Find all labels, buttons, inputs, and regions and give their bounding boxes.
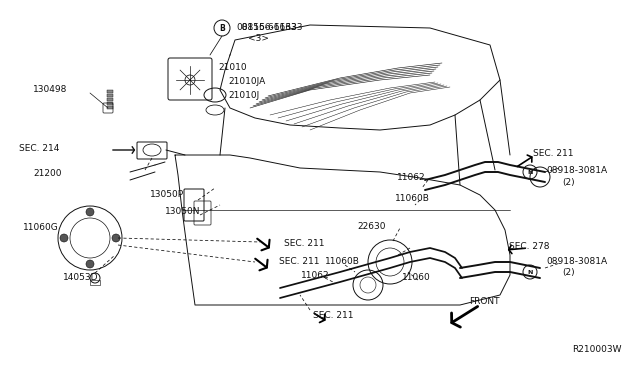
Text: 21200: 21200 (33, 169, 61, 177)
Text: 08918-3081A: 08918-3081A (546, 166, 607, 174)
Text: 21010J: 21010J (228, 90, 259, 99)
Text: SEC. 211: SEC. 211 (284, 238, 324, 247)
Circle shape (112, 234, 120, 242)
Text: 08918-3081A: 08918-3081A (546, 257, 607, 266)
FancyBboxPatch shape (107, 106, 113, 109)
Text: N: N (527, 170, 532, 174)
FancyBboxPatch shape (107, 102, 113, 105)
FancyBboxPatch shape (107, 90, 113, 93)
Text: SEC. 211: SEC. 211 (533, 148, 573, 157)
Text: N: N (527, 269, 532, 275)
Text: 08156-61633: 08156-61633 (236, 22, 297, 32)
Text: 21010JA: 21010JA (228, 77, 265, 86)
Text: 13050P: 13050P (150, 189, 184, 199)
Text: 22630: 22630 (357, 221, 385, 231)
FancyBboxPatch shape (107, 94, 113, 97)
Text: SEC. 214: SEC. 214 (19, 144, 60, 153)
Text: <3>: <3> (248, 33, 269, 42)
Text: 21010: 21010 (218, 62, 246, 71)
Text: 11060B: 11060B (395, 193, 430, 202)
Text: B: B (219, 23, 225, 32)
Text: 11060G: 11060G (23, 222, 59, 231)
Text: 14053D: 14053D (63, 273, 99, 282)
Circle shape (60, 234, 68, 242)
Text: 13050N: 13050N (165, 206, 200, 215)
Text: FRONT: FRONT (469, 296, 499, 305)
Text: 11060: 11060 (402, 273, 431, 282)
Text: 11060B: 11060B (325, 257, 360, 266)
Text: SEC. 211: SEC. 211 (279, 257, 319, 266)
Text: SEC. 211: SEC. 211 (313, 311, 353, 321)
Text: 130498: 130498 (33, 84, 67, 93)
Text: 11062: 11062 (397, 173, 426, 182)
Circle shape (86, 260, 94, 268)
Text: (2): (2) (562, 269, 575, 278)
Circle shape (86, 208, 94, 216)
Text: SEC. 278: SEC. 278 (509, 241, 550, 250)
Text: 08156-61633: 08156-61633 (236, 22, 303, 32)
Text: (2): (2) (562, 177, 575, 186)
Text: 11062: 11062 (301, 272, 330, 280)
Text: R210003W: R210003W (572, 344, 621, 353)
FancyBboxPatch shape (107, 98, 113, 101)
